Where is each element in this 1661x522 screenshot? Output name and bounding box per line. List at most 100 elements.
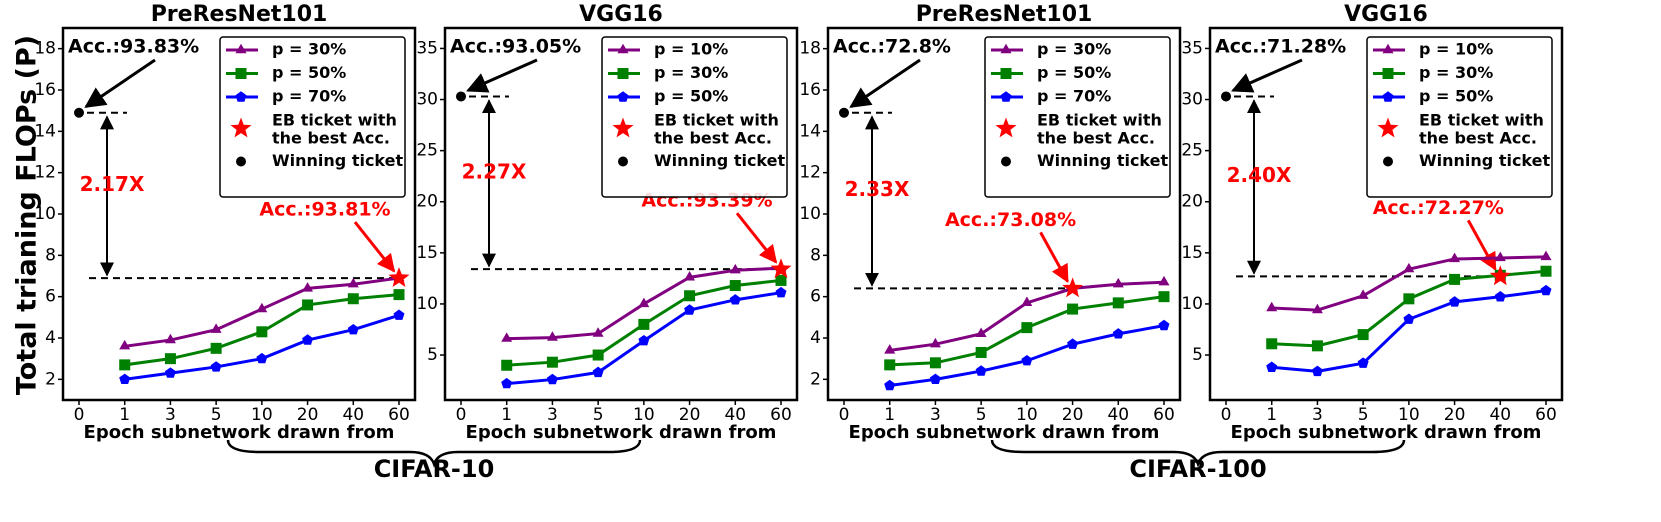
annotation-arrow bbox=[735, 212, 778, 264]
annotation: Acc.:72.27% bbox=[1373, 197, 1504, 219]
y-tick-label: 25 bbox=[1181, 141, 1203, 161]
data-point bbox=[1266, 338, 1278, 350]
data-point bbox=[347, 277, 359, 288]
legend-marker bbox=[1383, 156, 1393, 167]
y-tick-label: 5 bbox=[1192, 345, 1203, 365]
x-tick-label: 0 bbox=[456, 405, 467, 425]
x-tick-label: 3 bbox=[547, 405, 558, 425]
data-point bbox=[1449, 252, 1460, 263]
legend-box bbox=[601, 36, 788, 198]
data-point bbox=[456, 91, 466, 102]
x-tick-label: 40 bbox=[1107, 405, 1129, 425]
data-point bbox=[1357, 357, 1369, 368]
annotation-arrow bbox=[1466, 219, 1497, 271]
data-point bbox=[1403, 262, 1415, 273]
x-tick-label: 40 bbox=[724, 405, 746, 425]
data-point bbox=[1021, 355, 1033, 366]
data-point bbox=[165, 333, 176, 344]
data-point bbox=[256, 326, 268, 338]
x-tick-label: 0 bbox=[74, 405, 85, 425]
data-point bbox=[546, 356, 558, 368]
legend-label: Winning ticket bbox=[654, 151, 785, 170]
legend-box bbox=[219, 36, 406, 198]
annotation-arrow bbox=[353, 221, 396, 273]
series-line bbox=[889, 280, 1165, 352]
legend-marker bbox=[612, 117, 634, 138]
y-tick-label: 8 bbox=[810, 245, 821, 265]
data-point bbox=[119, 339, 131, 350]
legend-box bbox=[1366, 36, 1553, 198]
data-point bbox=[1357, 289, 1369, 299]
legend-marker bbox=[1000, 91, 1012, 102]
chart-title: VGG16 bbox=[1344, 2, 1428, 27]
data-point bbox=[347, 293, 359, 305]
data-point bbox=[393, 289, 405, 301]
y-tick-label: 16 bbox=[799, 80, 821, 100]
legend-marker bbox=[1000, 43, 1012, 54]
y-tick-label: 12 bbox=[34, 163, 56, 183]
y-tick-label: 8 bbox=[45, 245, 56, 265]
legend-marker bbox=[1382, 43, 1394, 54]
annotation: Acc.:93.83% bbox=[68, 36, 199, 58]
data-point bbox=[501, 359, 513, 371]
data-point bbox=[684, 290, 696, 302]
data-point bbox=[638, 318, 650, 330]
legend-marker bbox=[236, 156, 246, 167]
x-axis-label: Epoch subnetwork drawn from bbox=[849, 422, 1160, 443]
data-point bbox=[1021, 296, 1033, 306]
x-axis-label: Epoch subnetwork drawn from bbox=[84, 422, 395, 443]
legend-label: p = 30% bbox=[1419, 63, 1493, 82]
legend-marker bbox=[235, 43, 247, 54]
legend-marker bbox=[618, 156, 628, 167]
data-point bbox=[1067, 338, 1079, 349]
y-tick-label: 4 bbox=[810, 328, 821, 348]
data-point bbox=[884, 379, 896, 391]
data-point bbox=[1158, 291, 1170, 303]
x-tick-label: 60 bbox=[1535, 405, 1557, 425]
data-point bbox=[1062, 277, 1083, 298]
data-point bbox=[592, 327, 604, 337]
legend-marker bbox=[1377, 117, 1399, 138]
x-tick-label: 20 bbox=[1444, 405, 1466, 425]
y-tick-label: 35 bbox=[1181, 38, 1203, 58]
x-tick-label: 1 bbox=[1266, 405, 1277, 425]
data-point bbox=[210, 342, 222, 354]
data-point bbox=[1494, 251, 1506, 262]
data-point bbox=[1112, 277, 1124, 288]
data-point bbox=[1449, 273, 1461, 285]
data-point bbox=[1112, 328, 1124, 339]
x-tick-label: 20 bbox=[297, 405, 319, 425]
y-tick-label: 10 bbox=[416, 294, 438, 314]
legend-label: p = 10% bbox=[654, 40, 728, 59]
y-tick-label: 15 bbox=[1181, 243, 1203, 263]
data-point bbox=[119, 359, 131, 371]
x-tick-label: 60 bbox=[1153, 405, 1175, 425]
chart-title: VGG16 bbox=[579, 2, 663, 27]
y-tick-label: 2 bbox=[810, 369, 821, 389]
plot-frame bbox=[1208, 26, 1564, 402]
data-point bbox=[684, 271, 695, 281]
legend-marker bbox=[1000, 68, 1012, 79]
legend-label: Winning ticket bbox=[1419, 151, 1550, 170]
y-tick-label: 14 bbox=[799, 121, 821, 141]
annotation-arrow bbox=[466, 58, 538, 93]
data-point bbox=[1540, 265, 1552, 277]
data-point bbox=[729, 280, 741, 292]
data-point bbox=[1403, 293, 1415, 305]
y-tick-label: 16 bbox=[34, 80, 56, 100]
y-tick-label: 30 bbox=[416, 90, 438, 110]
y-tick-label: 6 bbox=[810, 287, 821, 307]
x-tick-label: 5 bbox=[211, 405, 222, 425]
x-axis-label: Epoch subnetwork drawn from bbox=[1231, 422, 1542, 443]
x-tick-label: 1 bbox=[884, 405, 895, 425]
plot-frame bbox=[443, 26, 799, 402]
data-point bbox=[119, 373, 131, 384]
y-tick-label: 18 bbox=[34, 39, 56, 59]
data-point bbox=[1158, 275, 1170, 286]
y-tick-label: 30 bbox=[1181, 90, 1203, 110]
legend-label: p = 70% bbox=[1037, 87, 1111, 106]
data-point bbox=[884, 344, 896, 354]
y-tick-label: 20 bbox=[416, 192, 438, 212]
chart-title: PreResNet101 bbox=[151, 2, 328, 27]
legend-label: p = 50% bbox=[272, 63, 346, 82]
